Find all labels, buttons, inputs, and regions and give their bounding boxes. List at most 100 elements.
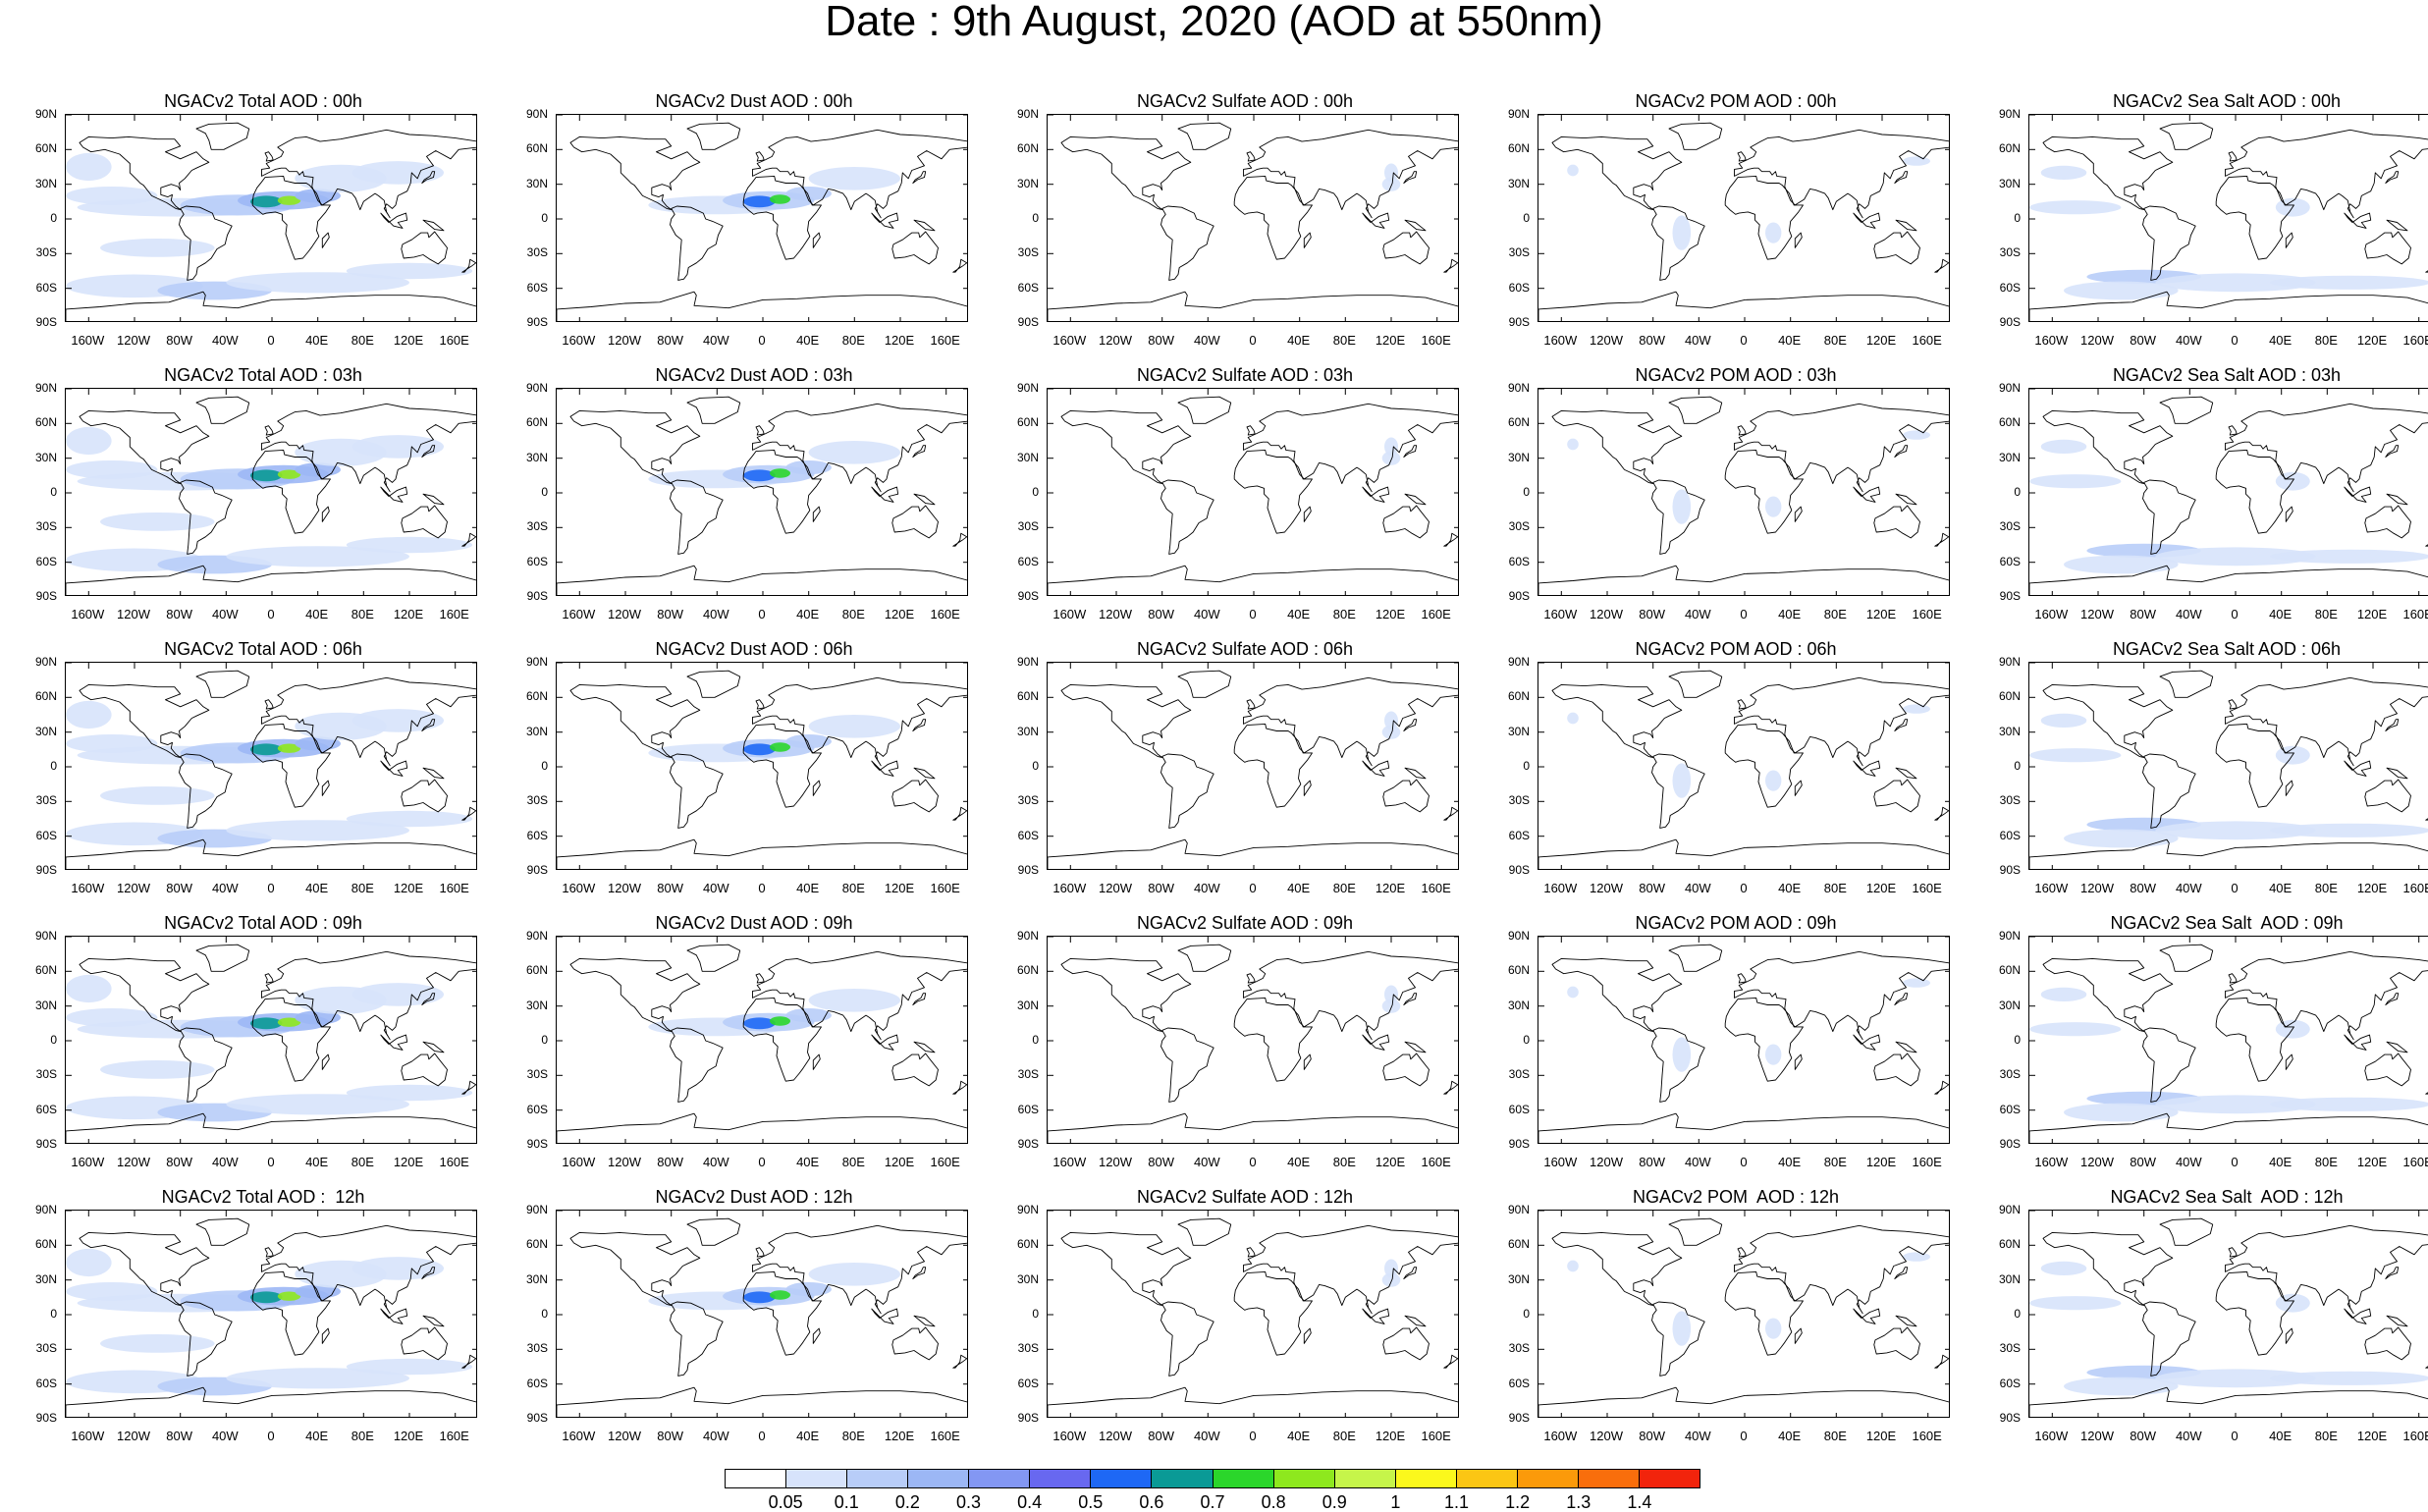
map-panel-sulfate: NGACv2 Sulfate AOD : 09h 90N 60N 30N 0 30S 60S… [999,912,1490,1187]
figure-title: Date : 9th August, 2020 (AOD at 550nm) [825,0,1603,45]
lon-tick-label: 160E [1912,333,1942,348]
lat-tick-label: 30N [1507,176,1530,190]
colorbar-tick-label: 0.5 [1078,1492,1104,1512]
lon-tick-label: 80E [1332,881,1356,895]
lon-tick-label: 0 [1740,881,1748,895]
lat-tick-label: 90S [1999,1411,2021,1425]
lon-tick-label: 80E [2314,607,2338,621]
lon-tick-label: 80W [1148,1155,1175,1169]
lon-tick-label: 80E [2314,1429,2338,1443]
map-area [65,388,477,596]
lon-tick-label: 40E [305,1429,329,1443]
panel-title: NGACv2 Sulfate AOD : 06h [1136,639,1354,659]
lon-tick-label: 120E [1375,881,1406,895]
map-area [1047,936,1459,1144]
world-map-svg [2029,937,2428,1143]
lon-tick-label: 0 [1740,333,1748,348]
lat-tick-label: 60N [1998,689,2021,704]
lon-tick-label: 0 [1249,607,1257,621]
map-panel-sulfate: NGACv2 Sulfate AOD : 12h 90N 60N 30N 0 30S 60S… [999,1186,1490,1461]
lon-tick-label: 0 [1740,607,1748,621]
lat-tick-label: 30S [1017,793,1039,808]
colorbar-tick-label: 0.2 [894,1492,920,1512]
colorbar-swatch [908,1470,970,1487]
panel-title: NGACv2 Sea Salt AOD : 00h [2112,91,2342,111]
lon-tick-label: 80W [1639,1429,1666,1443]
lat-tick-label: 90N [1016,929,1039,943]
lat-tick-label: 60S [35,828,57,842]
lat-tick-label: 90S [1999,1137,2021,1151]
lat-tick-label: 30N [1016,450,1039,464]
lon-tick-label: 40W [2175,607,2202,621]
world-map-svg [1538,937,1949,1143]
lon-tick-label: 120E [2356,1429,2388,1443]
lon-tick-label: 120E [884,881,915,895]
lon-tick-label: 0 [2231,1155,2239,1169]
lat-tick-label: 30N [1998,176,2021,190]
lon-tick-label: 80W [1639,607,1666,621]
lon-tick-label: 160E [1912,1155,1942,1169]
lat-tick-label: 90S [1508,1411,1530,1425]
lon-tick-label: 160W [1052,607,1087,621]
lon-tick-label: 160W [1052,1429,1087,1443]
lat-tick-label: 90S [1017,315,1039,329]
world-map-svg [66,389,476,595]
lon-tick-label: 40E [305,1155,329,1169]
panel-title: NGACv2 Total AOD : 12h [161,1187,365,1207]
lat-tick-label: 60N [1998,1237,2021,1252]
map-area [1538,936,1950,1144]
lon-tick-label: 40W [2175,1429,2202,1443]
lat-tick-label: 30N [1998,450,2021,464]
lat-tick-label: 60S [1508,1102,1530,1116]
lat-tick-label: 90N [1507,1203,1530,1216]
map-panel-seasalt: NGACv2 Sea Salt AOD : 00h 90N 60N 30N 0 30S 60… [1981,90,2428,365]
lat-tick-label: 60S [35,280,57,295]
world-map-svg [557,1211,967,1417]
lon-tick-label: 160W [71,1155,105,1169]
lat-tick-label: 30S [1017,1341,1039,1356]
lon-tick-label: 40W [2175,1155,2202,1169]
panel-title: NGACv2 Sulfate AOD : 12h [1136,1187,1354,1207]
lat-tick-label: 0 [2014,1307,2021,1321]
lon-tick-label: 80E [2314,1155,2338,1169]
colorbar-tick-label: 1.1 [1443,1492,1470,1512]
lat-tick-label: 90N [525,107,548,121]
map-area [556,1210,968,1418]
lat-tick-label: 0 [1523,211,1530,225]
lat-tick-label: 0 [2014,759,2021,773]
lat-tick-label: 90N [1016,381,1039,395]
lat-tick-label: 30S [1999,519,2021,534]
map-area [1047,662,1459,870]
lon-tick-label: 160E [1421,881,1451,895]
lon-tick-label: 0 [758,1155,766,1169]
lon-tick-label: 0 [267,607,275,621]
lat-tick-label: 0 [2014,485,2021,499]
lat-tick-label: 90S [526,863,548,877]
lon-tick-label: 120E [2356,1155,2388,1169]
lat-tick-label: 90N [1507,107,1530,121]
lon-tick-label: 40W [1684,881,1711,895]
colorbar [725,1469,1700,1488]
lon-tick-label: 40E [2269,607,2293,621]
lon-tick-label: 0 [758,333,766,348]
lon-tick-label: 0 [2231,607,2239,621]
lon-tick-label: 120W [1099,607,1132,621]
colorbar-tick-label: 1.3 [1566,1492,1592,1512]
lat-tick-label: 90N [525,1203,548,1216]
lon-tick-label: 120E [1865,607,1897,621]
map-panel-dust: NGACv2 Dust AOD : 12h 90N 60N 30N 0 30S 60S 90S… [509,1186,999,1461]
lon-tick-label: 120W [117,881,150,895]
lon-tick-label: 120W [608,881,641,895]
world-map-svg [1538,1211,1949,1417]
lon-tick-label: 160E [1421,333,1451,348]
lon-tick-label: 80E [351,1155,374,1169]
lon-tick-label: 160E [2402,333,2428,348]
lat-tick-label: 90N [1998,381,2021,395]
lat-tick-label: 60S [1017,1376,1039,1390]
lon-tick-label: 120W [2080,333,2114,348]
lat-tick-label: 90N [1998,1203,2021,1216]
map-area [65,1210,477,1418]
lon-tick-label: 160E [439,1155,469,1169]
lon-tick-label: 160W [71,1429,105,1443]
lon-tick-label: 80W [1639,881,1666,895]
